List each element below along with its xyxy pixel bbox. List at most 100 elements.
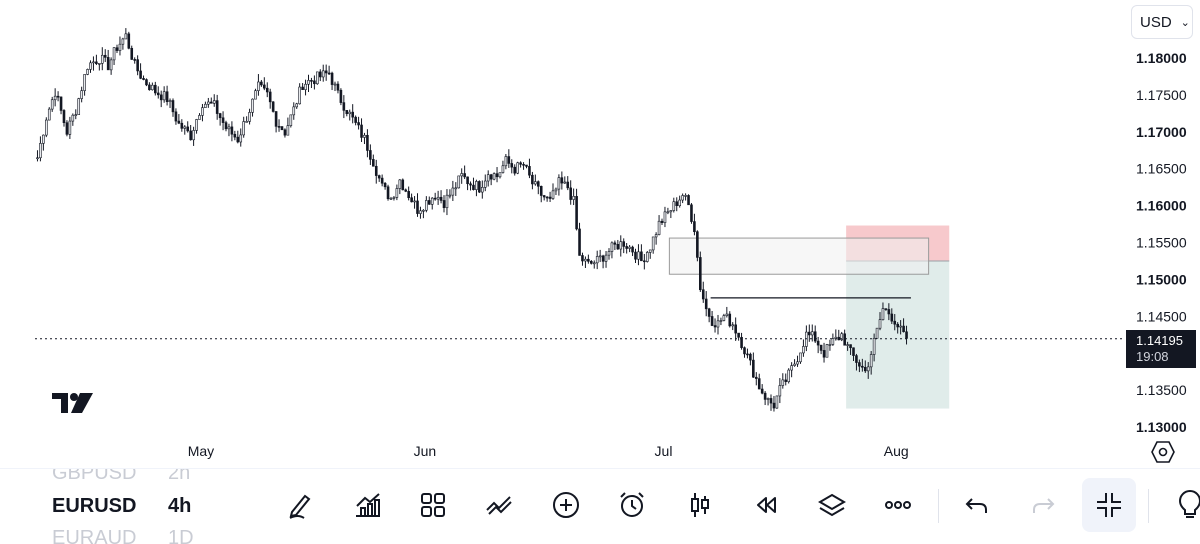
candle-body — [260, 81, 263, 86]
candle-body — [725, 313, 729, 316]
symbol-interval: 4h — [168, 495, 192, 517]
drawing-tools-icon[interactable] — [477, 483, 521, 527]
time-tick-label: Jul — [655, 443, 673, 459]
candle — [333, 81, 337, 92]
collapse-icon[interactable] — [1082, 478, 1136, 532]
candle — [301, 83, 304, 90]
currency-select[interactable]: USD ⌄ — [1131, 5, 1193, 39]
candle-body — [171, 100, 175, 113]
candle — [404, 188, 408, 193]
price-chart[interactable]: 1.18000 1.17500 1.17000 1.16500 1.16000 1.155… — [0, 0, 1200, 468]
candle-body — [548, 196, 552, 199]
candle — [433, 192, 437, 201]
candle-body — [318, 71, 322, 78]
alarm-icon[interactable] — [610, 483, 654, 527]
candle-body — [209, 101, 213, 104]
candle-body — [654, 234, 658, 238]
candle — [148, 82, 151, 91]
candle — [595, 250, 599, 270]
time-axis[interactable]: May Jun Jul Aug — [188, 443, 909, 459]
candle-body — [590, 261, 593, 264]
candle-body — [625, 246, 628, 249]
candle — [77, 97, 81, 115]
candle — [154, 81, 157, 96]
chevron-down-icon: ⌄ — [1180, 16, 1190, 29]
candle-body — [392, 197, 396, 199]
symbol-row[interactable]: GBPUSD 2h — [52, 469, 252, 485]
candle — [436, 190, 440, 205]
candle — [592, 260, 596, 269]
candle-body — [95, 61, 98, 64]
candle-body — [713, 325, 717, 328]
candle — [192, 126, 195, 146]
candle — [36, 150, 39, 162]
candle-body — [304, 83, 307, 90]
lightbulb-icon[interactable] — [1168, 483, 1200, 527]
candle-body — [822, 350, 826, 358]
candle — [551, 183, 555, 200]
candle — [151, 82, 154, 91]
tradingview-logo — [52, 393, 93, 413]
candle — [737, 332, 740, 341]
candle — [846, 341, 849, 351]
candle — [171, 98, 175, 117]
candle — [504, 154, 508, 170]
replay-icon[interactable] — [743, 483, 787, 527]
price-axis[interactable]: 1.18000 1.17500 1.17000 1.16500 1.16000 1.155… — [1136, 50, 1187, 435]
candle-body — [192, 130, 195, 141]
candle — [351, 104, 354, 124]
candle-body — [174, 111, 178, 122]
symbol-row-active[interactable]: EURUSD 4h — [52, 495, 252, 518]
plus-circle-icon[interactable] — [544, 483, 588, 527]
candle-body — [239, 134, 243, 143]
candle — [637, 244, 640, 266]
candle-body — [866, 366, 870, 372]
candle — [645, 250, 649, 263]
layers-icon[interactable] — [810, 483, 854, 527]
symbol-row[interactable]: EURAUD 1D — [52, 527, 252, 544]
candle — [245, 116, 248, 123]
candle — [813, 325, 817, 343]
candle — [534, 174, 537, 186]
candle-body — [475, 181, 478, 190]
candle — [843, 329, 846, 346]
candle-body — [145, 79, 148, 86]
candle-body — [298, 86, 301, 105]
candlestick-icon[interactable] — [678, 483, 722, 527]
bottom-toolbar: GBPUSD 2h EURUSD 4h EURAUD 1D — [0, 468, 1200, 544]
candle — [766, 397, 770, 406]
candle — [162, 86, 166, 103]
chart-indicators-icon[interactable] — [346, 483, 390, 527]
candle — [242, 116, 245, 138]
candle-body — [189, 130, 192, 141]
symbol-switcher[interactable]: GBPUSD 2h EURUSD 4h EURAUD 1D — [52, 469, 252, 544]
candle-body — [395, 188, 399, 198]
candle-body — [265, 87, 269, 93]
candle — [136, 55, 139, 76]
candle-body — [436, 196, 440, 200]
candle — [145, 78, 148, 87]
candle-body — [790, 365, 793, 371]
pencil-icon[interactable] — [279, 483, 323, 527]
candle — [707, 307, 711, 323]
candle-body — [201, 107, 204, 116]
candle — [472, 177, 475, 191]
undo-icon[interactable] — [955, 483, 999, 527]
candle-body — [492, 173, 496, 180]
candle — [486, 170, 490, 187]
candle — [884, 308, 888, 311]
candle — [195, 118, 198, 134]
candle — [439, 190, 443, 204]
candle — [893, 314, 897, 331]
candle-body — [115, 47, 119, 51]
chart-settings-icon[interactable] — [1151, 440, 1175, 464]
redo-icon[interactable] — [1021, 483, 1065, 527]
candle — [790, 362, 793, 378]
more-icon[interactable] — [876, 483, 920, 527]
candle — [863, 360, 867, 373]
candle-body — [660, 220, 664, 223]
candle-body — [849, 344, 852, 349]
candle — [106, 49, 110, 71]
candle-body — [749, 353, 752, 361]
grid-layout-icon[interactable] — [411, 483, 455, 527]
